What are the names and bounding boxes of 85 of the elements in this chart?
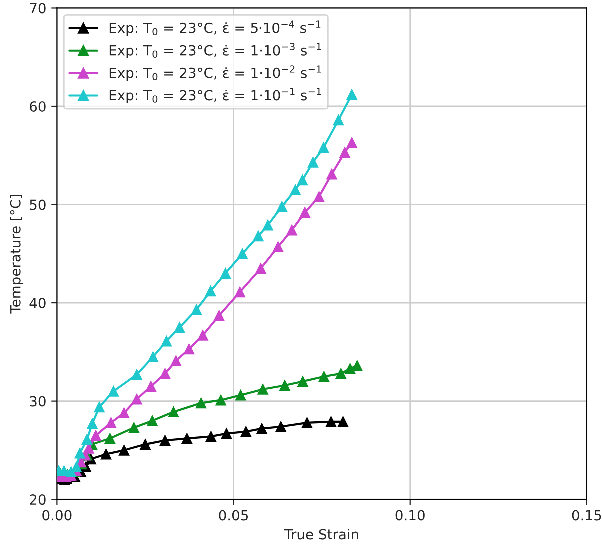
point — [280, 380, 290, 391]
legend-label: Exp: T$_{0}$ = 23°C, ε̇ = 1·10$^{−3}$ s$^{−1}$ — [110, 43, 322, 59]
point — [340, 147, 350, 158]
point — [90, 430, 102, 442]
point — [297, 174, 308, 186]
y-tick-label: 20 — [30, 494, 46, 506]
point — [71, 462, 82, 473]
point — [196, 398, 207, 409]
point — [128, 422, 140, 434]
point — [205, 286, 216, 297]
point — [276, 421, 286, 432]
point — [352, 360, 363, 372]
point — [87, 418, 98, 430]
point — [336, 368, 347, 380]
point — [237, 248, 248, 260]
point — [182, 433, 193, 444]
point — [253, 230, 264, 242]
point — [148, 352, 159, 362]
point — [214, 310, 225, 322]
point — [318, 142, 330, 154]
point — [240, 426, 252, 438]
y-tick-label: 30 — [30, 396, 46, 407]
y-tick-label: 40 — [30, 298, 46, 309]
point — [100, 449, 112, 460]
x-tick-label: 0.10 — [396, 510, 425, 521]
y-axis-title: Temperature [°C] — [10, 195, 24, 314]
point — [221, 428, 232, 440]
point — [346, 89, 358, 100]
point — [106, 418, 117, 428]
point — [160, 435, 171, 446]
point — [338, 416, 349, 428]
point — [234, 286, 246, 298]
point — [160, 368, 171, 380]
point — [118, 445, 130, 456]
point — [290, 184, 301, 196]
point — [300, 207, 310, 218]
point — [140, 439, 151, 450]
point — [184, 344, 195, 355]
point — [198, 330, 208, 341]
point — [161, 336, 172, 347]
point — [206, 431, 217, 442]
y-tick-label: 60 — [30, 101, 46, 112]
legend-label: Exp: T$_{0}$ = 23°C, ε̇ = 1·10$^{−1}$ s$^{−1}$ — [110, 88, 322, 104]
point — [108, 386, 120, 397]
point — [333, 114, 344, 126]
point — [74, 448, 86, 459]
point — [132, 394, 142, 405]
y-tick-label: 50 — [30, 200, 46, 210]
legend-label: Exp: T$_{0}$ = 23°C, ε̇ = 1·10$^{−2}$ s$^{−1}$ — [110, 66, 322, 82]
point — [272, 242, 284, 252]
point — [286, 224, 298, 236]
point — [235, 390, 246, 401]
point — [326, 416, 337, 428]
point — [346, 137, 358, 148]
point — [256, 263, 266, 274]
x-tick-label: 0.00 — [42, 510, 72, 521]
y-tick-label: 70 — [30, 3, 46, 14]
point — [344, 364, 356, 374]
point — [174, 322, 186, 333]
point — [298, 376, 308, 388]
point — [258, 384, 268, 395]
point — [216, 394, 226, 406]
point — [170, 356, 182, 366]
point — [326, 168, 338, 180]
point — [146, 381, 157, 392]
point — [256, 423, 268, 434]
point — [262, 220, 274, 231]
point — [94, 402, 105, 413]
x-axis-title: True Strain — [284, 529, 358, 540]
point — [104, 433, 116, 444]
x-tick-label: 0.15 — [572, 510, 602, 521]
x-tick-label: 0.05 — [219, 510, 248, 521]
point — [82, 434, 93, 446]
point — [318, 371, 330, 382]
point — [276, 201, 288, 212]
point — [191, 304, 202, 316]
legend-label: Exp: T$_{0}$ = 23°C, ε̇ = 5·10$^{−4}$ s$^{−1}$ — [110, 20, 321, 36]
point — [308, 157, 319, 168]
point — [314, 192, 325, 202]
point — [168, 406, 180, 418]
point — [302, 418, 313, 428]
point — [118, 408, 130, 418]
point — [147, 416, 158, 426]
point — [132, 369, 142, 380]
point — [220, 268, 232, 279]
